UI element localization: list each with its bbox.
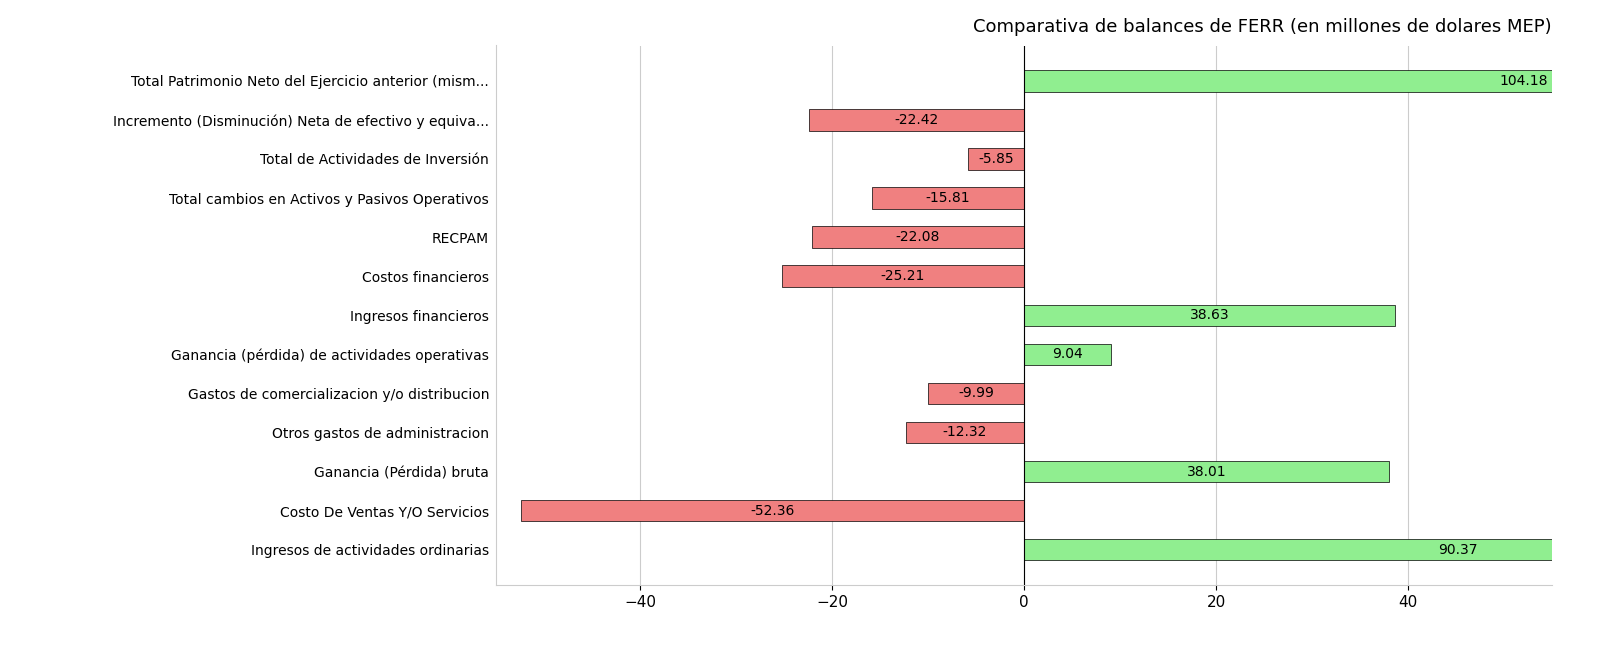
Text: -15.81: -15.81 — [926, 191, 971, 205]
Text: -22.08: -22.08 — [896, 230, 941, 244]
Text: 104.18: 104.18 — [1499, 73, 1549, 88]
Bar — [522, 500, 1024, 521]
Text: 38.63: 38.63 — [1190, 308, 1229, 322]
Bar — [1024, 304, 1395, 326]
Bar — [1024, 539, 1600, 560]
Bar — [1024, 461, 1389, 482]
Text: 9.04: 9.04 — [1053, 347, 1083, 361]
Bar — [813, 226, 1024, 248]
Text: -22.42: -22.42 — [894, 113, 939, 127]
Text: 38.01: 38.01 — [1187, 465, 1226, 478]
Text: Comparativa de balances de FERR (en millones de dolares MEP): Comparativa de balances de FERR (en mill… — [973, 18, 1552, 36]
Bar — [928, 383, 1024, 404]
Bar — [1024, 70, 1600, 92]
Text: -52.36: -52.36 — [750, 504, 795, 517]
Bar — [906, 422, 1024, 443]
Text: 90.37: 90.37 — [1438, 543, 1477, 557]
Bar — [782, 265, 1024, 287]
Bar — [968, 148, 1024, 170]
Text: -25.21: -25.21 — [882, 269, 925, 283]
Bar — [1024, 344, 1110, 365]
Text: -9.99: -9.99 — [958, 386, 994, 400]
Text: -5.85: -5.85 — [978, 152, 1014, 166]
Text: -12.32: -12.32 — [942, 426, 987, 439]
Bar — [872, 187, 1024, 209]
Bar — [808, 109, 1024, 131]
